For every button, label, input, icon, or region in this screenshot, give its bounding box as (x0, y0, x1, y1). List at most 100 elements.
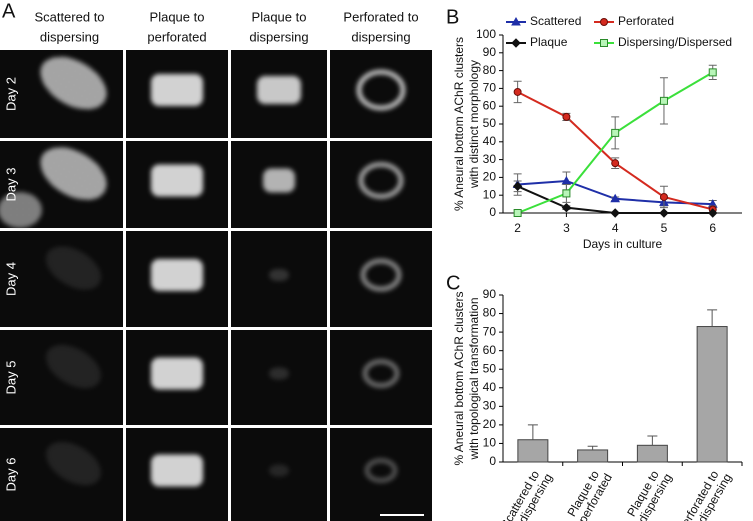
y-tick-label: 40 (483, 134, 497, 148)
y-tick-label: 90 (483, 45, 497, 59)
y-tick-label: 60 (483, 343, 497, 357)
y-axis-label: with distinct morphology (467, 60, 481, 189)
line-chart: 0 10 20 30 40 50 60 70 80 90 100 % Aneural bottom A… (452, 14, 742, 251)
row-label: Day 4 (3, 262, 18, 296)
marker (610, 208, 620, 218)
cluster (362, 359, 400, 388)
y-tick-label: 50 (483, 361, 497, 375)
marker (611, 159, 620, 168)
row-label: Day 6 (3, 458, 18, 492)
cluster (356, 69, 406, 111)
marker (708, 68, 717, 77)
micrograph (330, 330, 432, 425)
column-header: Scattered to (34, 9, 104, 24)
x-tick-label: 6 (709, 221, 716, 235)
cluster (364, 458, 398, 483)
error-bar (647, 435, 658, 446)
cluster (269, 269, 289, 281)
cluster (263, 168, 295, 193)
cluster (360, 258, 402, 292)
bar (636, 444, 668, 463)
y-tick-label: 80 (483, 306, 497, 320)
y-tick-label: 30 (483, 399, 497, 413)
row-label: Day 2 (3, 77, 18, 111)
marker (561, 175, 572, 185)
column-header: perforated (147, 29, 206, 44)
y-tick-label: 20 (483, 417, 497, 431)
marker (512, 181, 523, 192)
cluster (151, 74, 203, 106)
y-axis-label: with topological transformation (467, 297, 481, 460)
row-label: Day 3 (3, 168, 18, 202)
y-tick-label: 60 (483, 98, 497, 112)
micrograph (330, 141, 432, 228)
marker (659, 208, 669, 218)
cluster (0, 192, 42, 228)
bar (517, 439, 549, 463)
y-tick-label: 10 (483, 436, 497, 450)
y-tick-label: 100 (476, 27, 496, 41)
cluster (46, 344, 101, 389)
y-tick-label: 20 (483, 170, 497, 184)
cluster (257, 76, 301, 104)
x-tick-label: 3 (563, 221, 570, 235)
y-tick-label: 0 (489, 454, 496, 468)
panel-label: A (2, 0, 16, 22)
cluster (269, 367, 289, 380)
y-tick-label: 70 (483, 81, 497, 95)
cluster (358, 162, 404, 199)
marker (561, 202, 572, 213)
marker (562, 189, 571, 198)
legend-label: Dispersing/Dispersed (618, 35, 732, 49)
marker (513, 87, 522, 96)
legend-label: Plaque (530, 35, 568, 49)
marker (513, 209, 522, 217)
y-axis-label: % Aneural bottom AChR clusters (452, 37, 466, 211)
cluster (269, 464, 289, 477)
marker (708, 208, 718, 218)
legend-marker (511, 16, 521, 26)
y-tick-label: 10 (483, 187, 497, 201)
y-tick-label: 90 (483, 287, 497, 301)
y-axis-label: % Aneural bottom AChR clusters (452, 291, 466, 465)
x-tick-label: 4 (612, 221, 619, 235)
error-bar (527, 424, 538, 440)
y-tick-label: 50 (483, 116, 497, 130)
y-tick-label: 40 (483, 380, 497, 394)
micrograph (330, 231, 432, 327)
error-bar (707, 309, 718, 327)
column-header: Perforated to (343, 9, 418, 24)
cluster (40, 56, 107, 110)
cluster (46, 246, 101, 290)
cluster (46, 441, 101, 486)
cluster (151, 454, 203, 487)
x-tick-label: 2 (514, 221, 521, 235)
column-header: dispersing (351, 29, 410, 44)
micrograph (330, 50, 432, 138)
column-header: Plaque to (150, 9, 205, 24)
error-bar (587, 445, 598, 450)
y-tick-label: 30 (483, 152, 497, 166)
legend-marker (511, 38, 521, 48)
cluster (151, 164, 203, 197)
column-header: dispersing (249, 29, 308, 44)
y-tick-label: 70 (483, 324, 497, 338)
marker (562, 112, 571, 121)
legend-marker (600, 39, 608, 47)
panel-label: C (446, 272, 460, 294)
marker (659, 192, 668, 201)
micrograph-grid: Scattered to dispersing Plaque to perforate… (0, 9, 432, 521)
marker (659, 96, 668, 105)
row-label: Day 5 (3, 361, 18, 395)
x-axis-label: Days in culture (583, 237, 663, 251)
bar (577, 449, 609, 463)
cluster (40, 147, 107, 200)
panel-label: B (446, 6, 459, 28)
column-header: dispersing (40, 29, 99, 44)
marker (610, 193, 621, 203)
micrograph (330, 428, 432, 521)
bar (696, 326, 728, 463)
legend-label: Perforated (618, 14, 674, 28)
y-tick-label: 80 (483, 63, 497, 77)
y-tick-label: 0 (489, 205, 496, 219)
